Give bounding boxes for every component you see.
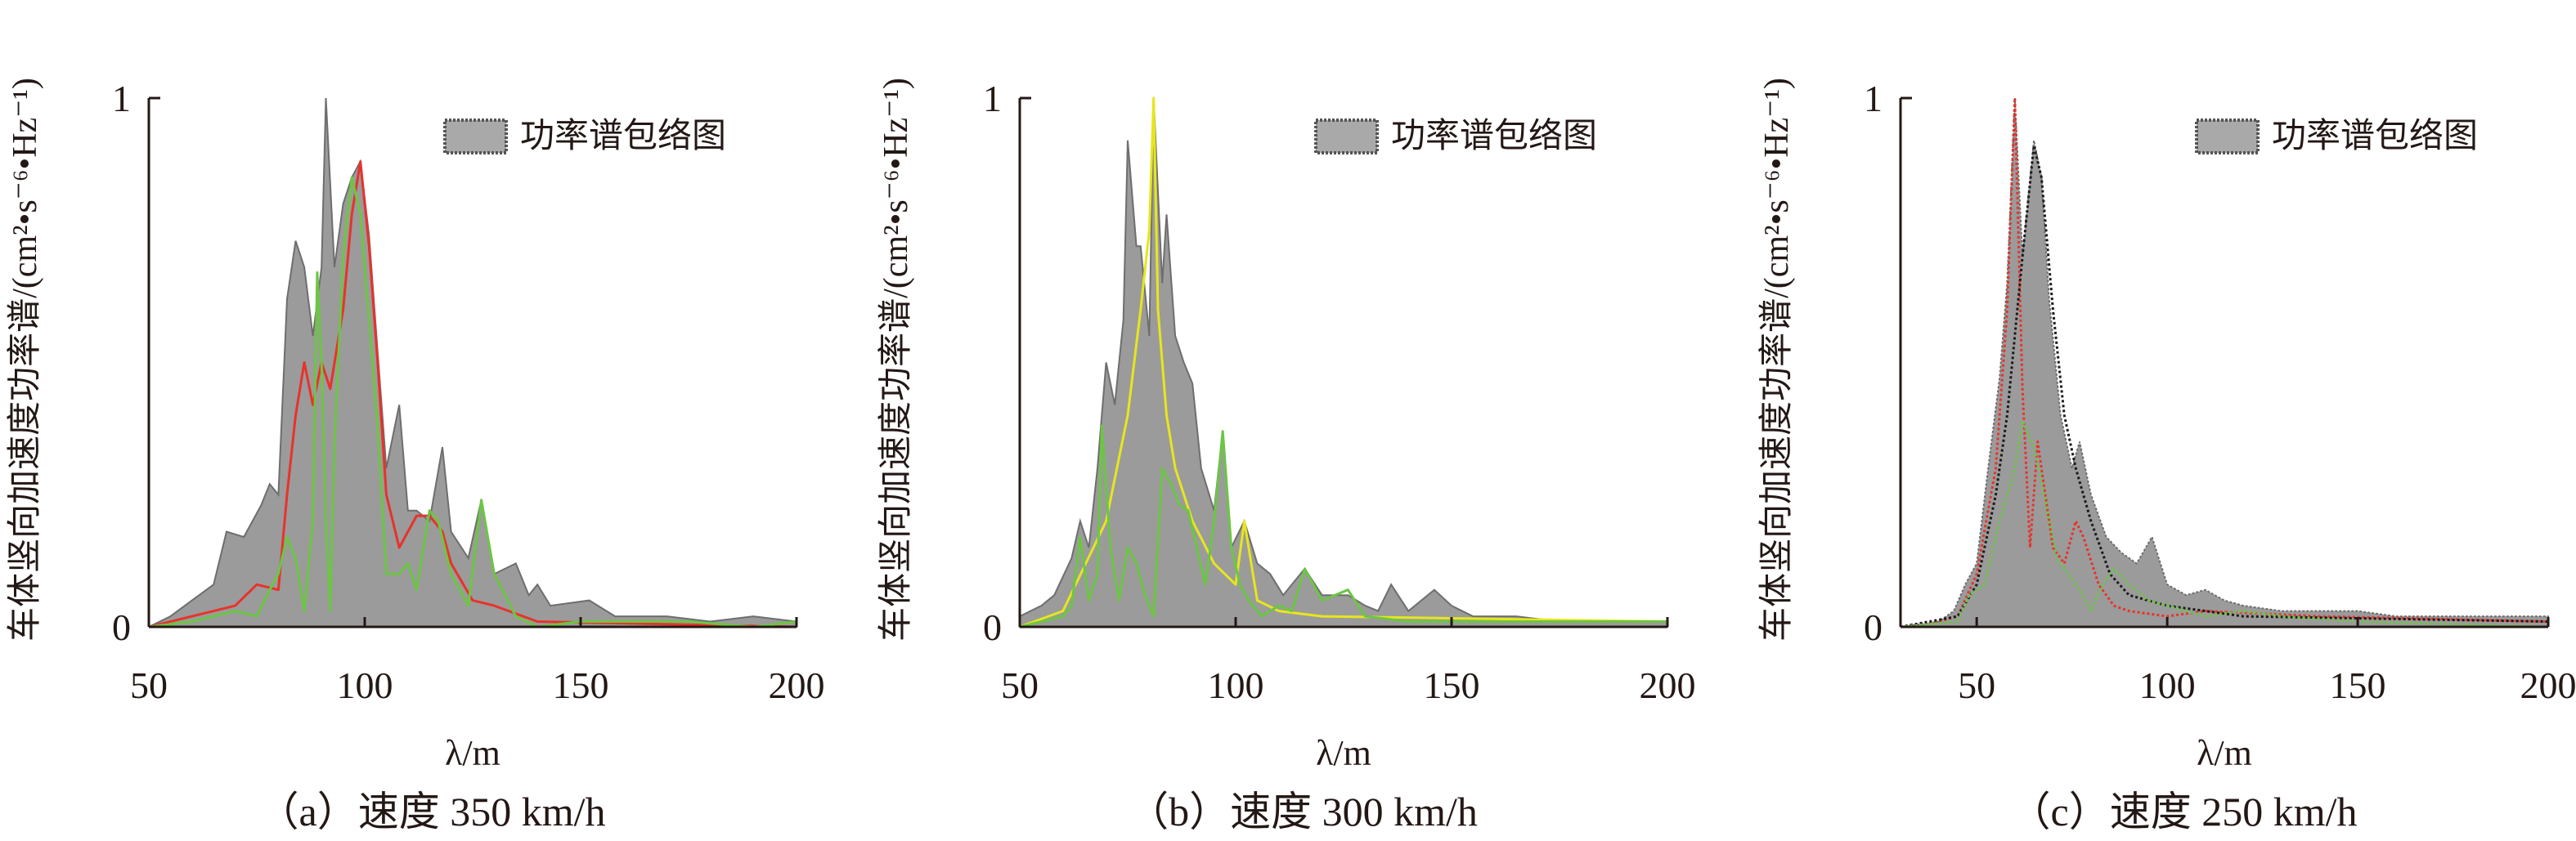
y-axis-label: 车体竖向加速度功率谱/(cm²•s⁻⁶•Hz⁻¹) [877,78,915,642]
panel-caption: （a）速度 350 km/h [258,789,606,834]
panel-b: 50 100 150 200 1 0 λ/m 车体竖向加速度功率谱/(cm²•s⁻⁶•Hz⁻¹… [877,78,1696,834]
x-tick-label: 100 [337,664,393,706]
x-axis-label: λ/m [1316,733,1371,773]
panel-caption: （c）速度 250 km/h [2010,789,2358,834]
x-tick-label: 50 [1001,664,1039,706]
x-tick-label: 200 [2520,664,2576,706]
x-axis-label: λ/m [2197,733,2252,773]
x-tick-label: 50 [1958,664,1995,706]
legend-label: 功率谱包络图 [520,117,726,155]
x-tick-label: 100 [1208,664,1264,706]
x-tick-label: 50 [130,664,168,706]
envelope-area [1020,98,1667,627]
legend-swatch [1316,120,1377,153]
legend-swatch [2197,120,2258,153]
x-axis-label: λ/m [445,733,500,773]
legend-label: 功率谱包络图 [1391,117,1597,155]
x-tick-label: 150 [553,664,609,706]
x-tick-label: 200 [769,664,825,706]
x-tick-label: 100 [2139,664,2196,706]
y-axis-label: 车体竖向加速度功率谱/(cm²•s⁻⁶•Hz⁻¹) [6,78,44,642]
envelope-area [149,98,797,627]
y-tick-label: 1 [1864,78,1883,119]
x-tick-label: 200 [1640,664,1696,706]
y-axis-label: 车体竖向加速度功率谱/(cm²•s⁻⁶•Hz⁻¹) [1757,78,1796,642]
x-tick-label: 150 [1424,664,1480,706]
y-tick-label: 1 [983,78,1002,119]
panel-caption: （b）速度 300 km/h [1128,789,1478,834]
envelope-area [1901,98,2548,627]
panel-a: 50 100 150 200 1 0 λ/m 车体竖向加速度功率谱/(cm²•s⁻⁶•Hz⁻¹… [6,78,825,834]
panel-c: 50 100 150 200 1 0 λ/m 车体竖向加速度功率谱/(cm²•s⁻⁶•Hz⁻¹… [1757,78,2576,834]
x-tick-label: 150 [2330,664,2386,706]
y-tick-label: 0 [1864,606,1883,648]
y-tick-label: 0 [112,606,131,648]
legend-swatch [445,120,506,153]
legend-label: 功率谱包络图 [2272,117,2478,155]
y-tick-label: 1 [112,78,131,119]
y-tick-label: 0 [983,606,1002,648]
